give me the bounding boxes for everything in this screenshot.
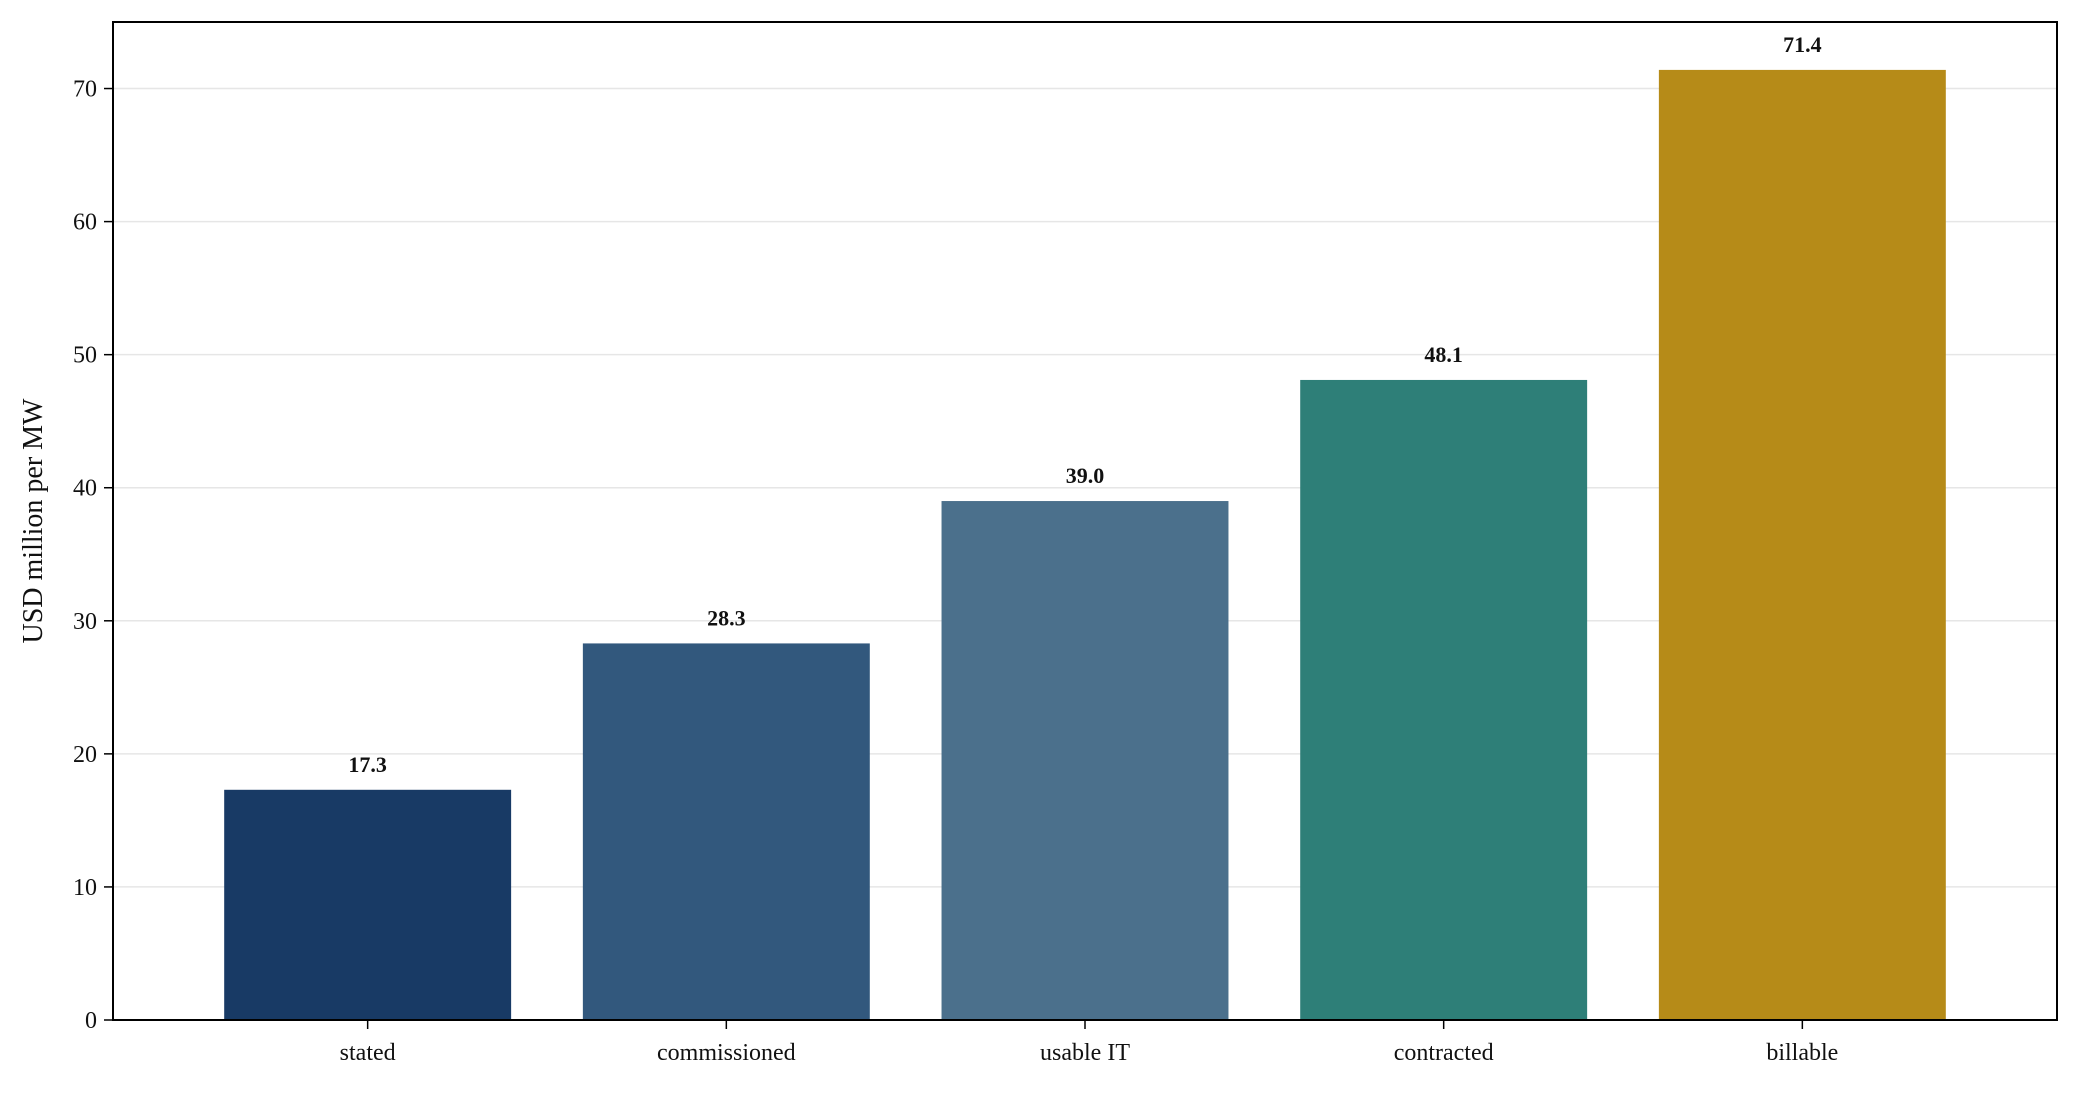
x-axis: stated commissioned usable IT contracted bil… <box>340 1020 1838 1066</box>
y-tick-label: 10 <box>73 875 97 901</box>
y-tick-label: 30 <box>73 609 97 635</box>
bar <box>1300 379 1588 1020</box>
x-tick-label: contracted <box>1394 1040 1494 1066</box>
bar-value-label: 48.1 <box>1424 342 1463 367</box>
bars <box>224 69 1946 1021</box>
x-tick-label: billable <box>1766 1040 1838 1066</box>
bar-value-label: 17.3 <box>348 752 387 777</box>
y-axis: 0 10 20 30 40 50 60 70 <box>73 77 113 1034</box>
y-tick-label: 50 <box>73 343 97 369</box>
x-tick-label: usable IT <box>1040 1040 1130 1066</box>
y-tick-label: 40 <box>73 476 97 502</box>
y-tick-label: 20 <box>73 742 97 768</box>
bar-value-label: 71.4 <box>1783 32 1822 57</box>
bar <box>224 789 512 1020</box>
bar <box>941 501 1229 1020</box>
bar <box>582 643 870 1020</box>
y-tick-label: 70 <box>73 77 97 103</box>
bar-value-label: 39.0 <box>1066 463 1105 488</box>
y-axis-title: USD million per MW <box>18 398 49 644</box>
data-labels: 17.3 28.3 39.0 48.1 71.4 <box>348 32 1821 777</box>
bar-value-label: 28.3 <box>707 605 746 630</box>
y-tick-label: 0 <box>85 1008 97 1034</box>
x-tick-label: stated <box>340 1040 396 1066</box>
bar <box>1658 69 1946 1021</box>
x-tick-label: commissioned <box>657 1040 796 1066</box>
y-tick-label: 60 <box>73 210 97 236</box>
